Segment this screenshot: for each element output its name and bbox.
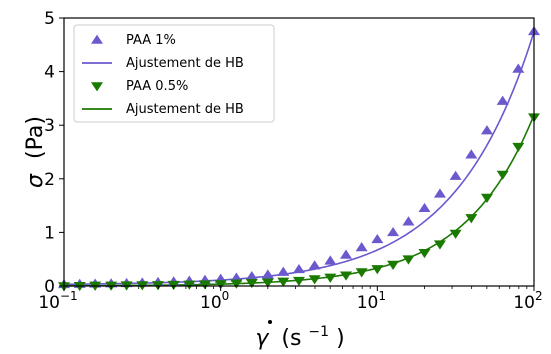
legend-marker-triangle-up — [91, 34, 103, 44]
legend: PAA 1% Ajustement de HB PAA 0.5% Ajustem… — [73, 24, 275, 123]
x-axis-unit: (s — [281, 326, 301, 351]
legend-box — [73, 24, 275, 123]
data-point-triangle-down — [340, 271, 353, 281]
y-axis-label: σ (Pa) — [23, 116, 48, 188]
data-point-triangle-up — [261, 269, 274, 279]
data-point-triangle-down — [183, 280, 196, 290]
data-point-triangle-up — [480, 125, 493, 135]
data-point-triangle-up — [340, 249, 353, 259]
x-axis-symbol: γ — [255, 326, 269, 351]
legend-label-3: Ajustement de HB — [126, 102, 244, 117]
data-point-triangle-up — [371, 233, 384, 244]
data-point-triangle-up — [418, 202, 431, 213]
data-point-triangle-up — [512, 63, 525, 73]
x-tick-label: 100 — [200, 289, 229, 313]
data-point-triangle-down — [496, 170, 509, 180]
legend-entry-1: Ajustement de HB — [82, 56, 244, 71]
data-point-triangle-up — [449, 170, 462, 180]
x-axis-unit-close: ) — [336, 326, 345, 351]
y-tick-label: 3 — [44, 116, 55, 136]
x-axis-label: γ (s −1 ) — [255, 317, 344, 351]
data-point-triangle-down — [512, 142, 525, 153]
x-axis-dot-accent — [268, 320, 272, 324]
data-point-triangle-down — [324, 273, 337, 283]
x-tick-label: 102 — [513, 289, 542, 313]
data-point-triangle-up — [433, 188, 446, 198]
data-point-triangle-up — [496, 95, 509, 105]
y-axis-symbol: σ — [23, 173, 48, 188]
x-tick-label: 101 — [357, 289, 386, 313]
legend-label-0: PAA 1% — [126, 33, 176, 48]
data-point-triangle-down — [230, 279, 243, 289]
data-point-triangle-up — [277, 266, 290, 276]
y-tick-label: 4 — [44, 63, 55, 83]
data-point-triangle-down — [371, 265, 384, 275]
x-tick-label: 10−1 — [38, 289, 77, 313]
y-tick-label: 2 — [44, 170, 55, 190]
data-point-triangle-down — [465, 214, 478, 224]
data-point-triangle-down — [198, 280, 211, 290]
data-point-triangle-up — [230, 272, 243, 282]
data-point-triangle-down — [433, 240, 446, 250]
data-point-triangle-down — [355, 268, 368, 278]
data-point-triangle-down — [245, 279, 258, 289]
legend-label-1: Ajustement de HB — [126, 56, 244, 71]
data-point-triangle-down — [480, 193, 493, 203]
legend-label-2: PAA 0.5% — [126, 79, 188, 94]
y-tick-label: 1 — [44, 223, 55, 243]
data-point-triangle-up — [465, 149, 478, 159]
data-point-triangle-up — [387, 227, 400, 237]
data-point-triangle-up — [355, 242, 368, 252]
legend-entry-0: PAA 1% — [91, 33, 176, 48]
data-point-triangle-up — [245, 270, 258, 281]
axis-ticks: 0 1 2 3 4 5 10−1 100 101 102 — [38, 9, 542, 313]
y-tick-label: 0 — [44, 277, 55, 297]
data-point-triangle-down — [292, 276, 305, 287]
data-point-triangle-down — [214, 280, 227, 290]
x-axis-unit-exponent: −1 — [308, 324, 329, 340]
legend-marker-triangle-down — [91, 82, 103, 92]
data-point-triangle-down — [418, 248, 431, 259]
data-point-triangle-up — [402, 216, 415, 226]
data-point-triangle-up — [324, 255, 337, 265]
data-point-triangle-up — [308, 260, 321, 270]
axes-frame — [63, 17, 535, 287]
data-point-triangle-down — [402, 255, 415, 265]
data-point-triangle-down — [261, 278, 274, 288]
data-point-triangle-down — [387, 260, 400, 270]
legend-entry-2: PAA 0.5% — [91, 79, 188, 94]
data-point-triangle-down — [277, 277, 290, 287]
data-point-triangle-up — [292, 263, 305, 274]
y-axis-unit: (Pa) — [23, 116, 48, 159]
legend-entry-3: Ajustement de HB — [82, 102, 244, 117]
y-tick-label: 5 — [44, 9, 55, 29]
data-point-triangle-down — [449, 229, 462, 239]
data-point-triangle-down — [308, 275, 321, 285]
